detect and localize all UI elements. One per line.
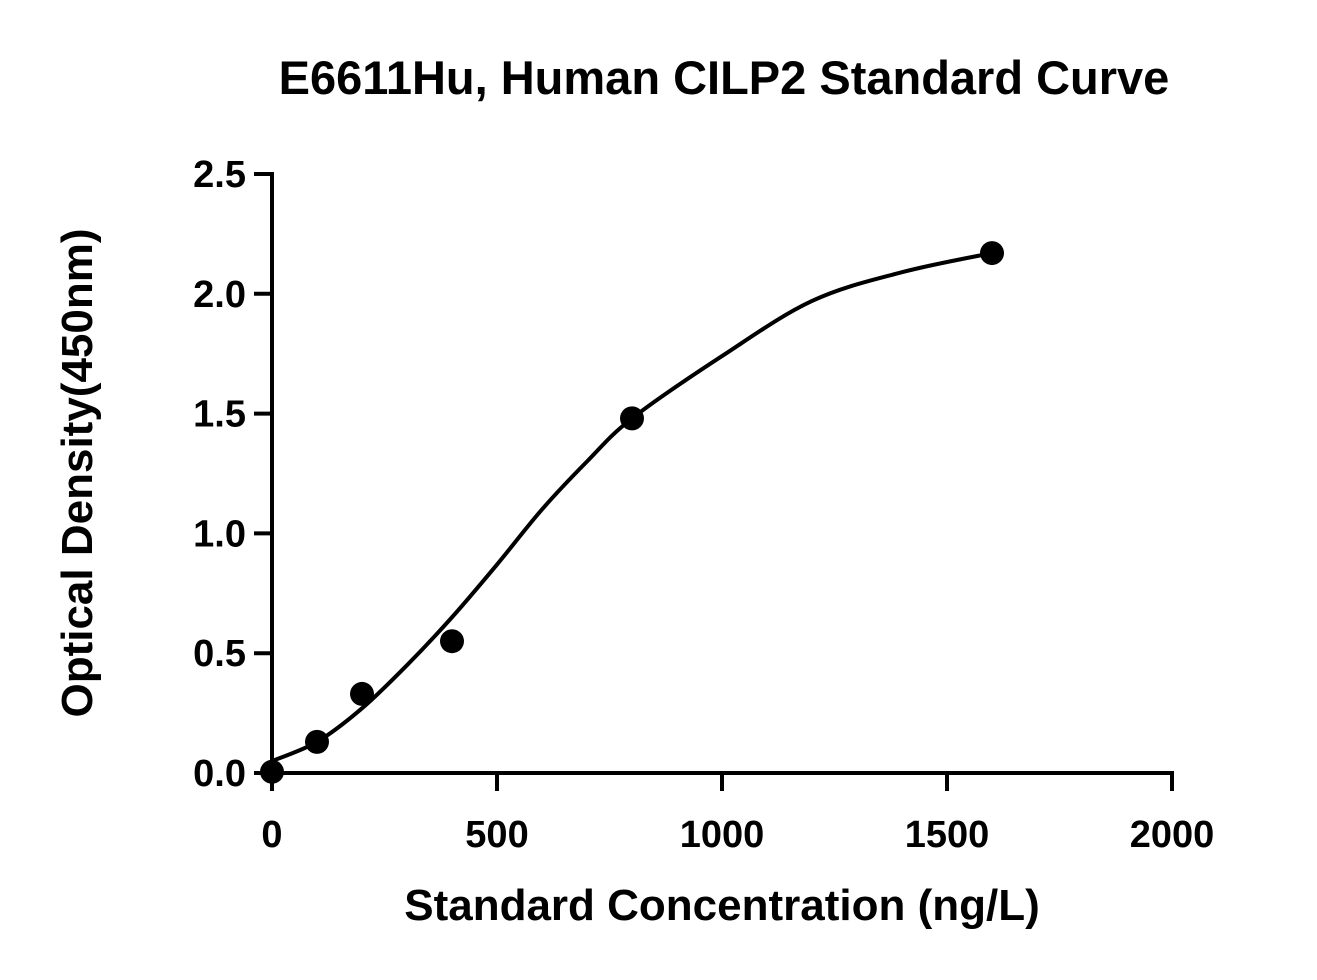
y-tick-label: 0.5 [193,633,246,675]
y-tick-label: 1.0 [193,513,246,555]
data-point [440,629,464,654]
x-axis-label: Standard Concentration (ng/L) [404,881,1040,930]
y-tick-label: 2.5 [193,154,246,196]
data-point [260,759,284,784]
y-tick-label: 0.0 [193,753,246,795]
data-point [350,681,374,706]
x-tick-label: 0 [261,814,282,856]
x-tick-label: 500 [465,814,528,856]
fit-curve [271,251,993,763]
x-tick-label: 1500 [905,814,990,856]
chart-title: E6611Hu, Human CILP2 Standard Curve [279,51,1170,104]
y-axis-label: Optical Density(450nm) [53,228,102,717]
x-tick-label: 1000 [680,814,765,856]
y-tick-label: 2.0 [193,274,246,316]
x-tick-label: 2000 [1130,814,1215,856]
y-tick-label: 1.5 [193,394,246,436]
